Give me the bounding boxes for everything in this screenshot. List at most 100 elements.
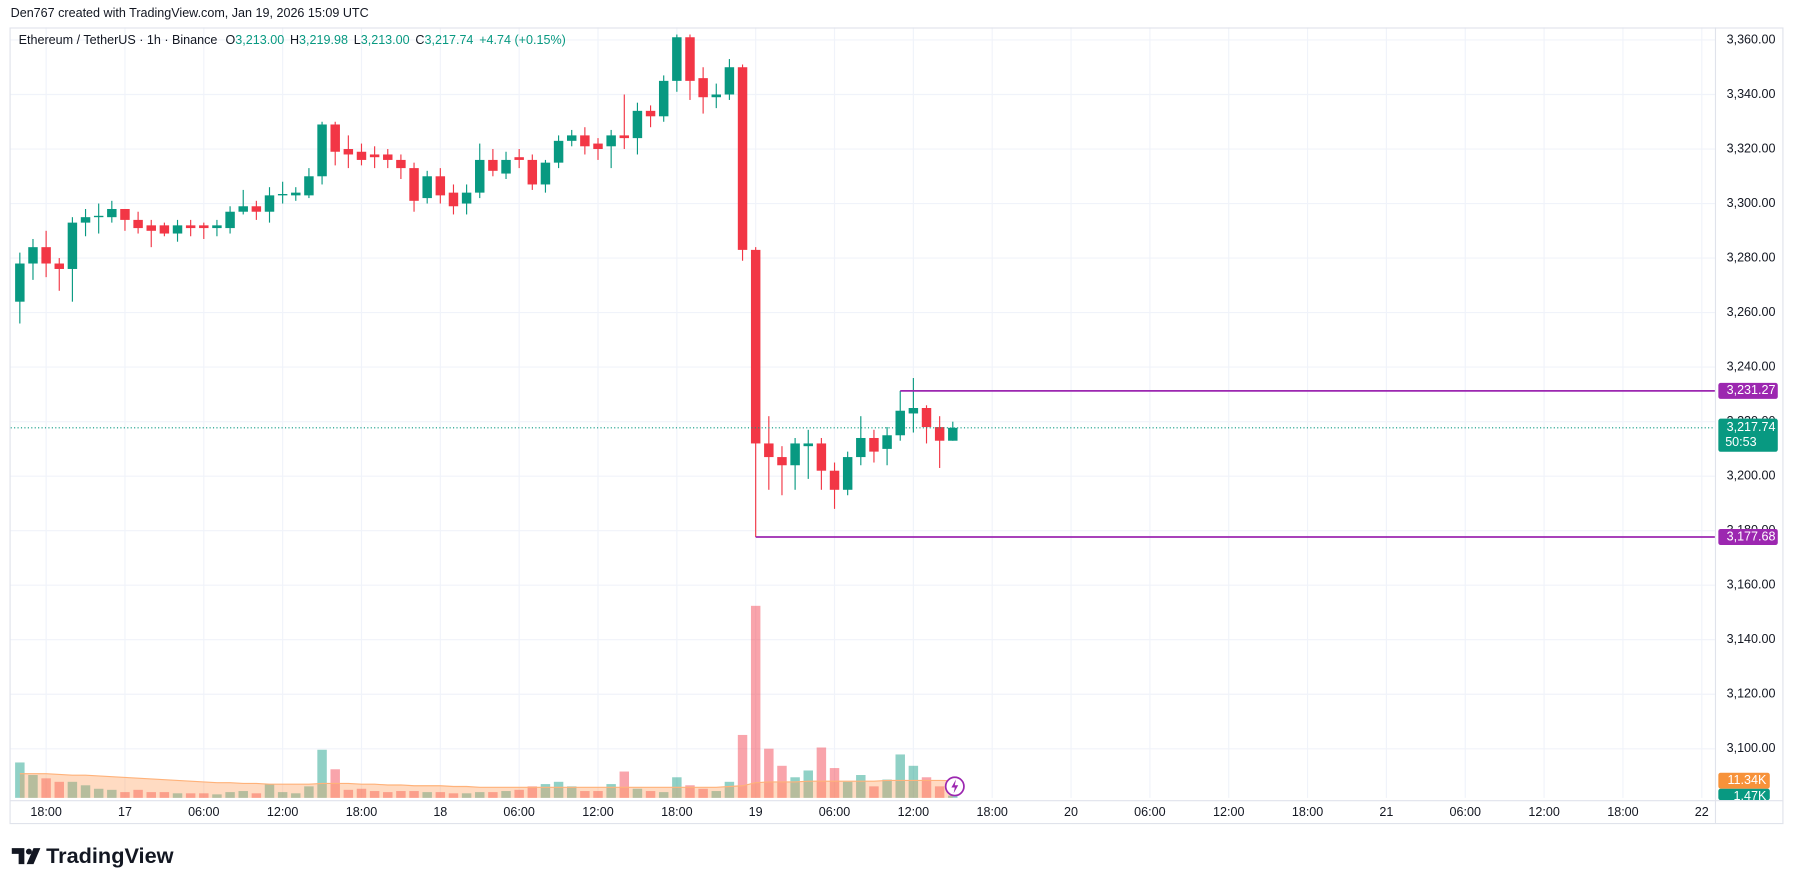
volume-bar xyxy=(107,789,117,798)
candle-body xyxy=(658,80,669,117)
candle-body xyxy=(645,110,656,117)
volume-bar xyxy=(514,789,524,798)
candle-body xyxy=(304,176,314,196)
candle-body xyxy=(225,211,235,229)
x-tick-label: 21 xyxy=(1379,805,1393,819)
y-tick-label: 3,360.00 xyxy=(1727,32,1776,46)
volume-ma-box xyxy=(1718,772,1770,789)
volume-bar xyxy=(698,788,708,798)
volume-bar xyxy=(212,794,222,798)
volume-bar xyxy=(632,788,643,798)
volume-bar xyxy=(856,775,866,798)
volume-bar xyxy=(921,777,932,798)
candle-body xyxy=(816,443,827,471)
volume-bar xyxy=(80,785,91,798)
candle-body xyxy=(409,168,419,201)
volume-bar xyxy=(540,784,551,798)
candle-body xyxy=(133,219,143,229)
candle-body xyxy=(829,470,840,490)
candle-body xyxy=(383,154,393,160)
volume-bar xyxy=(790,777,800,798)
candle-body xyxy=(107,208,117,218)
volume-ma-area xyxy=(19,773,953,798)
candle-body xyxy=(921,408,932,428)
plot xyxy=(15,34,958,538)
candle-body xyxy=(277,194,288,196)
candle-body xyxy=(632,110,643,139)
volume-bar xyxy=(895,754,905,798)
volume-bar xyxy=(199,793,209,798)
candle-body xyxy=(41,247,51,264)
volume-bar xyxy=(238,791,248,798)
ohlc-key: C xyxy=(415,33,424,47)
ohlc-key: O xyxy=(225,33,235,47)
candle-body xyxy=(698,78,708,98)
volume-bar xyxy=(645,791,656,798)
candle-body xyxy=(67,222,78,269)
candle-body xyxy=(172,225,183,234)
x-tick-label: 22 xyxy=(1695,805,1709,819)
candle-body xyxy=(527,159,538,185)
alert-icon[interactable] xyxy=(944,776,965,797)
volume-bar xyxy=(304,786,314,798)
y-tick-label: 3,120.00 xyxy=(1727,687,1776,701)
level-label-box xyxy=(1718,382,1778,399)
candle-body xyxy=(146,225,156,231)
x-tick-label: 18 xyxy=(433,805,447,819)
volume-bar xyxy=(343,789,354,798)
attribution: Den767 created with TradingView.com, Jan… xyxy=(11,6,369,20)
volume-bar xyxy=(251,793,262,798)
volume-bar xyxy=(448,793,459,798)
candle-body xyxy=(790,443,800,466)
x-tick-label: 17 xyxy=(118,805,132,819)
candle-body xyxy=(28,247,38,264)
volume-last-label: 1.47K xyxy=(1734,789,1767,803)
volume-bar xyxy=(146,792,156,798)
candle-body xyxy=(343,149,354,155)
x-tick-label: 12:00 xyxy=(267,805,298,819)
last-price-label: 3,217.74 xyxy=(1727,420,1776,434)
volume-bar xyxy=(225,792,235,798)
chart-frame xyxy=(9,27,1784,825)
level-label-box xyxy=(1718,529,1778,546)
grid: 18:00 17 06:00 12:00 18:00 18 06:00 12:00 18:00 1… xyxy=(10,27,1776,819)
y-tick-label: 3,260.00 xyxy=(1727,305,1776,319)
candle-body xyxy=(566,135,577,141)
volume-bar xyxy=(435,792,446,798)
volume-ma-label: 11.34K xyxy=(1727,773,1767,787)
volume-bar xyxy=(934,786,945,798)
candle-body xyxy=(488,159,498,171)
volume-last-box xyxy=(1718,788,1770,801)
y-tick-label: 3,300.00 xyxy=(1727,196,1776,210)
candle-body xyxy=(264,195,275,212)
candle-body xyxy=(80,217,91,223)
volume-bar xyxy=(816,747,827,798)
volume-ma-line xyxy=(19,773,953,788)
volume-bar xyxy=(264,784,275,798)
volume-bar xyxy=(658,792,669,798)
candle-body xyxy=(593,143,603,150)
volume-bar xyxy=(764,748,774,798)
candle-body xyxy=(856,437,866,458)
volume-bar xyxy=(396,791,406,798)
x-tick-label: 06:00 xyxy=(819,805,850,819)
x-tick-label: 18:00 xyxy=(661,805,692,819)
candle-body xyxy=(934,427,945,441)
candle-body xyxy=(461,192,472,204)
volume-bar xyxy=(475,792,485,798)
candle-body xyxy=(619,135,630,139)
candle-body xyxy=(895,410,905,436)
volume-bar xyxy=(566,786,577,798)
candle-body xyxy=(553,140,564,163)
brand-name: TradingView xyxy=(46,843,174,868)
volume-bar xyxy=(842,781,853,798)
volume-bar xyxy=(185,793,196,798)
ohlc-key: H xyxy=(290,33,299,47)
volume-bar xyxy=(501,791,511,798)
y-tick-label: 3,100.00 xyxy=(1727,741,1776,755)
y-tick-label: 3,160.00 xyxy=(1727,578,1776,592)
candle-body xyxy=(317,124,327,177)
y-tick-label: 3,140.00 xyxy=(1727,632,1776,646)
